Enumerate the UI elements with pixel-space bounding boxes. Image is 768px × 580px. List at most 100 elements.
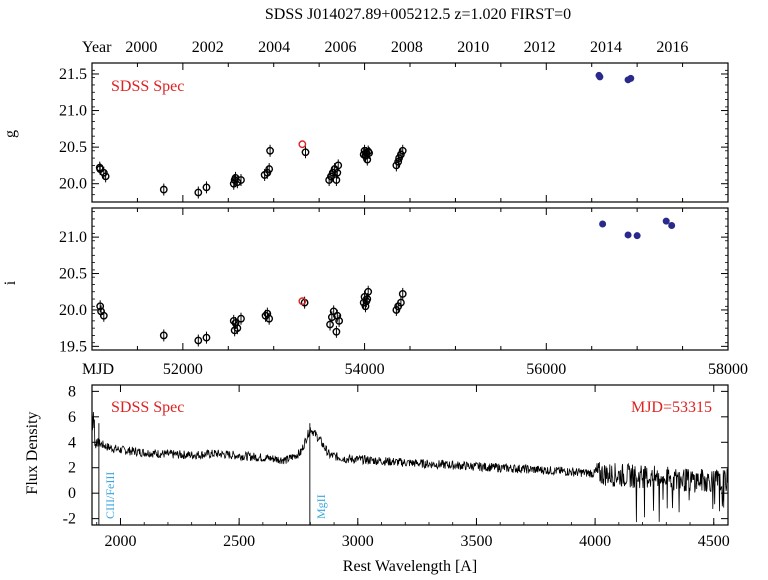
- y-tick-label: 20.0: [59, 302, 87, 319]
- mjd-tick-label: 54000: [345, 361, 385, 378]
- x-tick-label: 2000: [104, 533, 136, 550]
- recent-data-point: [599, 220, 607, 228]
- recent-data-point: [662, 217, 670, 225]
- mjd-tick-label: 56000: [526, 361, 566, 378]
- data-point: [265, 314, 274, 323]
- year-tick-label: 2000: [125, 39, 157, 56]
- y-tick-label: 4: [68, 434, 76, 451]
- emission-line-label: CIII/FeIII: [103, 472, 117, 519]
- data-point: [265, 165, 274, 173]
- recent-data-point: [633, 232, 641, 240]
- x-tick-label: 4500: [698, 533, 730, 550]
- x-tick-label: 3500: [460, 533, 492, 550]
- data-point: [333, 168, 342, 177]
- year-tick-label: 2012: [524, 39, 556, 56]
- data-point: [301, 148, 310, 157]
- data-point: [397, 298, 405, 307]
- data-point: [335, 316, 344, 325]
- y-tick-label: 20.5: [59, 266, 87, 283]
- mjd-axis-ticks: 52000 54000 56000 58000: [163, 361, 748, 378]
- data-point: [202, 183, 211, 192]
- data-point: [159, 185, 168, 194]
- data-point: [231, 319, 240, 327]
- data-point: [395, 154, 403, 163]
- recent-data-point: [668, 221, 676, 229]
- i-band-panel: 19.5 20.0 20.5 21.0: [59, 207, 729, 355]
- data-point: [263, 309, 272, 318]
- emission-line-label: MgII: [314, 494, 328, 519]
- spectrum-annotation-left: SDSS Spec: [111, 399, 184, 416]
- data-point: [328, 168, 337, 177]
- y-tick-label: 6: [68, 409, 76, 426]
- spectrum-panel: 2000 2500 3000 3500 4000 4500 -2 0 2 4 6 8 CIII/FeII…: [63, 383, 730, 550]
- year-tick-label: 2008: [391, 39, 423, 56]
- data-point: [394, 157, 403, 166]
- data-point: [392, 161, 401, 170]
- data-point: [263, 168, 272, 177]
- recent-data-point: [596, 73, 604, 81]
- y-tick-label: 19.5: [59, 338, 87, 355]
- spectrum-annotation-right: MJD=53315: [631, 399, 712, 416]
- year-tick-label: 2002: [192, 39, 224, 56]
- data-point: [233, 324, 242, 333]
- i-panel-ylabel: i: [2, 280, 19, 285]
- data-point: [194, 336, 203, 345]
- data-point: [237, 176, 245, 184]
- y-tick-label: 2: [68, 460, 76, 477]
- year-tick-label: 2010: [457, 39, 489, 56]
- spectrum-ylabel: Flux Density: [24, 411, 41, 494]
- data-point: [101, 172, 110, 181]
- data-point: [202, 333, 211, 342]
- data-point: [325, 176, 334, 184]
- x-tick-label: 4000: [579, 533, 611, 550]
- spectrum-epoch-point: [298, 140, 307, 149]
- data-point: [237, 314, 245, 323]
- y-tick-label: -2: [63, 511, 76, 528]
- data-point: [266, 146, 274, 155]
- spectrum-epoch-point: [298, 297, 307, 306]
- x-tick-label: 3000: [342, 533, 374, 550]
- year-tick-label: 2014: [590, 39, 622, 56]
- mjd-tick-label: 58000: [708, 361, 748, 378]
- year-tick-label: 2016: [656, 39, 688, 56]
- data-point: [229, 316, 238, 325]
- year-axis-ticks: 2000 2002 2004 2006 2008 2010 2012 2014 2016: [125, 39, 688, 56]
- data-point: [332, 327, 341, 336]
- year-tick-label: 2004: [258, 39, 290, 56]
- year-tick-label: 2006: [325, 39, 357, 56]
- data-point: [96, 302, 105, 311]
- y-tick-label: 21.0: [59, 103, 87, 120]
- g-panel-frame: [91, 62, 729, 203]
- g-band-panel: 20.0 20.5 21.0 21.5: [59, 62, 729, 203]
- data-point: [99, 311, 108, 320]
- spectrum-line: [91, 411, 729, 523]
- data-point: [194, 188, 203, 197]
- x-tick-label: 2500: [223, 533, 255, 550]
- spectrum-xlabel: Rest Wavelength [A]: [343, 558, 477, 575]
- y-tick-label: 8: [68, 383, 76, 400]
- data-point: [364, 287, 373, 296]
- y-tick-label: 0: [68, 485, 76, 502]
- y-tick-label: 20.0: [59, 176, 87, 193]
- mjd-axis-label: MJD: [82, 361, 114, 378]
- recent-data-point: [627, 74, 635, 82]
- data-point: [332, 176, 341, 184]
- data-point: [99, 168, 108, 177]
- spectrum-frame: [91, 384, 729, 526]
- y-tick-label: 20.5: [59, 139, 87, 156]
- mjd-tick-label: 52000: [163, 361, 203, 378]
- data-point: [397, 150, 405, 159]
- i-panel-frame: [91, 207, 729, 351]
- y-tick-label: 21.0: [59, 229, 87, 246]
- year-axis-label: Year: [82, 39, 112, 56]
- g-panel-annotation: SDSS Spec: [111, 78, 184, 95]
- data-point: [334, 161, 343, 170]
- data-point: [333, 311, 342, 320]
- data-point: [159, 331, 168, 340]
- chart-title: SDSS J014027.89+005212.5 z=1.020 FIRST=0: [265, 6, 571, 23]
- data-point: [327, 172, 335, 181]
- data-point: [326, 320, 334, 329]
- data-point: [365, 149, 374, 157]
- data-point: [398, 290, 407, 298]
